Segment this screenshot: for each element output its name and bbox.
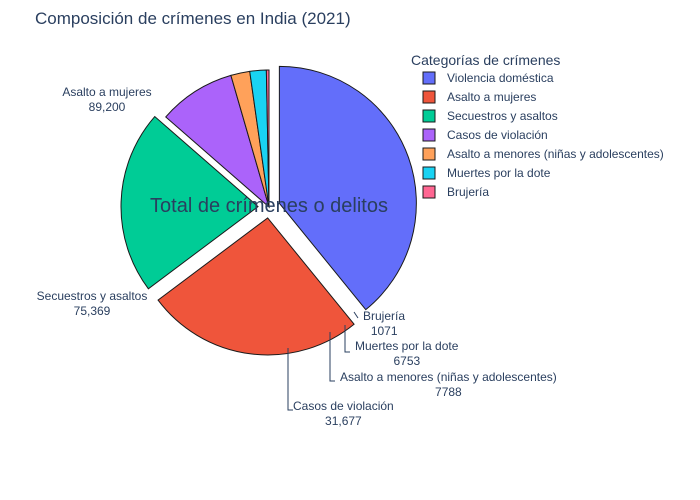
legend-swatch [422,147,436,161]
pie-slice-asalto-a-mujeres[interactable] [157,217,355,356]
legend-item-violencia-domestica[interactable]: Violencia doméstica [422,71,554,85]
slice-label-value: 89,200 [89,100,126,114]
legend-label: Asalto a menores (niñas y adolescentes) [447,147,664,161]
legend-swatch [422,166,436,180]
legend-label: Casos de violación [447,128,548,142]
pie-slice-secuestros-y-asaltos[interactable] [120,115,259,290]
slice-label-value: 6753 [394,354,421,368]
legend[interactable]: Violencia doméstica Asalto a mujeres Secue… [422,71,664,199]
slice-label-name: Muertes por la dote [355,339,459,353]
slice-label-value: 1071 [371,324,398,338]
slice-label-name: Casos de violación [293,399,394,413]
slice-label-value: 7788 [435,385,462,399]
leader-line-brujeria [353,311,359,319]
slice-label-secuestros-y-asaltos: Secuestros y asaltos 75,369 [37,289,148,318]
legend-swatch [422,90,436,104]
legend-item-muertes-por-la-dote[interactable]: Muertes por la dote [422,166,551,180]
legend-item-brujeria[interactable]: Brujería [422,185,489,199]
legend-label: Muertes por la dote [447,166,551,180]
pie-slice-violencia-domestica[interactable] [278,65,417,311]
slice-label-name: Secuestros y asaltos [37,289,148,303]
slice-label-value: 31,677 [325,414,362,428]
center-annotation: Total de crímenes o delitos [150,195,388,217]
slice-label-asalto-a-mujeres: Asalto a mujeres 89,200 [62,85,151,114]
legend-label: Asalto a mujeres [447,90,536,104]
slice-label-brujeria: Brujería 1071 [363,309,405,338]
legend-item-asalto-a-mujeres[interactable]: Asalto a mujeres [422,90,536,104]
pie-slice-casos-de-violacion[interactable] [165,74,270,209]
leader-line-asalto-a-menores-ninas-y-adolescentes [329,332,335,382]
slice-label-casos-de-violacion: Casos de violación 31,677 [293,399,394,428]
legend-label: Violencia doméstica [447,71,554,85]
pie-slices [120,65,417,356]
legend-item-secuestros-y-asaltos[interactable]: Secuestros y asaltos [422,109,558,123]
legend-swatch [422,185,436,199]
legend-swatch [422,128,436,142]
legend-title: Categorías de crímenes [411,52,560,68]
legend-item-asalto-a-menores-ninas-y-adolescentes[interactable]: Asalto a menores (niñas y adolescentes) [422,147,664,161]
slice-label-name: Asalto a menores (niñas y adolescentes) [340,370,557,384]
chart-title: Composición de crímenes en India (2021) [35,9,351,28]
legend-swatch [422,109,436,123]
legend-swatch [422,71,436,85]
slice-label-value: 75,369 [74,304,111,318]
slice-label-name: Asalto a mujeres [62,85,151,99]
slice-label-name: Brujería [363,309,405,323]
legend-label: Brujería [447,185,489,199]
slice-label-muertes-por-la-dote: Muertes por la dote 6753 [355,339,459,368]
legend-label: Secuestros y asaltos [447,109,558,123]
leader-line-muertes-por-la-dote [344,325,350,353]
slice-label-asalto-a-menores-ninas-y-adolescentes: Asalto a menores (niñas y adolescentes) 7… [340,370,557,399]
legend-item-casos-de-violacion[interactable]: Casos de violación [422,128,548,142]
leader-line-casos-de-violacion [287,348,293,411]
pie-slice-brujeria[interactable] [265,69,270,208]
